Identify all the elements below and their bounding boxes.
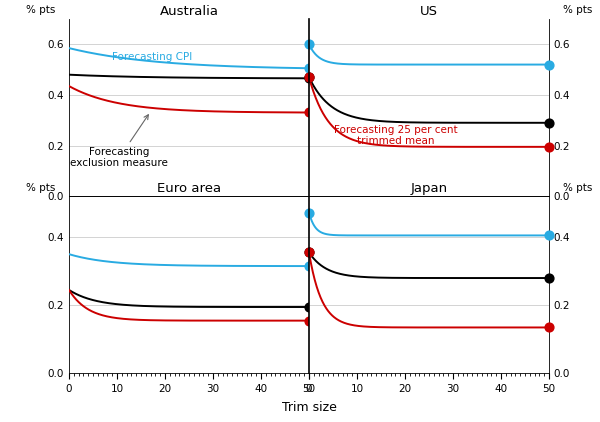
Title: Euro area: Euro area	[157, 182, 221, 195]
Point	[304, 249, 314, 256]
Title: Japan: Japan	[410, 182, 448, 195]
Title: Australia: Australia	[160, 5, 218, 18]
Text: % pts: % pts	[563, 183, 592, 193]
Title: US: US	[420, 5, 438, 18]
Text: Trim size: Trim size	[281, 400, 337, 414]
Point	[304, 303, 314, 310]
Point	[544, 232, 554, 239]
Point	[304, 74, 314, 81]
Text: % pts: % pts	[26, 5, 55, 16]
Point	[304, 317, 314, 324]
Text: % pts: % pts	[563, 5, 592, 16]
Point	[304, 41, 314, 48]
Point	[304, 263, 314, 270]
Point	[544, 275, 554, 281]
Text: Forecasting 25 per cent
trimmed mean: Forecasting 25 per cent trimmed mean	[334, 124, 457, 146]
Point	[304, 65, 314, 72]
Point	[304, 75, 314, 82]
Point	[544, 119, 554, 126]
Point	[544, 143, 554, 150]
Point	[304, 209, 314, 216]
Point	[304, 109, 314, 116]
Point	[304, 74, 314, 81]
Point	[544, 61, 554, 68]
Text: % pts: % pts	[26, 183, 55, 193]
Text: Forecasting
exclusion measure: Forecasting exclusion measure	[70, 115, 169, 168]
Text: Forecasting CPI: Forecasting CPI	[112, 52, 193, 62]
Point	[544, 324, 554, 331]
Point	[304, 249, 314, 256]
